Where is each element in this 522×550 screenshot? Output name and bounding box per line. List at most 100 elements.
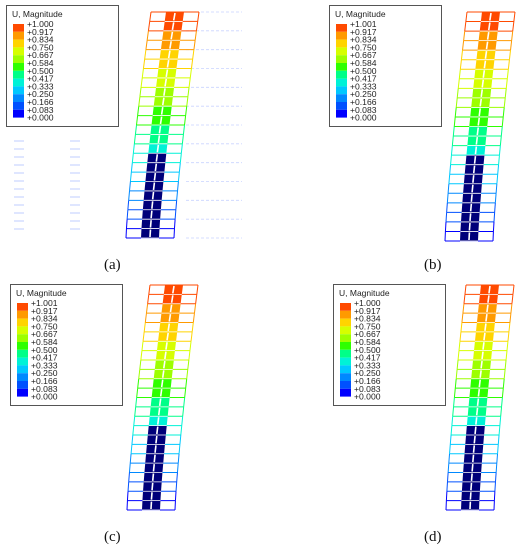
core-opening <box>172 12 176 21</box>
outer-column <box>195 21 199 31</box>
outer-column <box>188 350 191 361</box>
outer-column <box>147 21 151 31</box>
outer-column <box>511 31 514 41</box>
legend-swatch <box>336 39 347 48</box>
core-opening <box>166 332 169 341</box>
legend-value: +0.500 <box>350 66 377 76</box>
outer-column <box>462 40 465 51</box>
legend-value: +0.917 <box>350 27 377 37</box>
outer-column <box>143 322 146 332</box>
core-opening <box>171 22 175 30</box>
caption-d: (d) <box>424 529 442 545</box>
core-opening <box>489 12 492 21</box>
legend-scale: +1.000+0.917+0.834+0.750+0.667+0.584+0.5… <box>13 19 54 123</box>
legend-value: +0.333 <box>27 81 54 91</box>
outer-column <box>197 11 200 22</box>
core-opening <box>164 78 168 87</box>
core-opening <box>488 285 491 294</box>
outer-column <box>508 322 511 332</box>
legend-value: +0.250 <box>354 368 381 378</box>
outer-column <box>176 463 179 473</box>
outer-column <box>173 219 176 229</box>
core-opening <box>469 203 473 212</box>
outer-column <box>448 174 451 184</box>
undeformed-node <box>14 220 24 222</box>
core-opening <box>152 464 156 472</box>
legend-value: +1.000 <box>27 19 54 29</box>
core-opening <box>151 191 155 200</box>
legend-value: +0.417 <box>354 353 381 363</box>
outer-column <box>145 303 149 314</box>
legend-swatch <box>13 47 24 56</box>
core-opening <box>168 314 172 322</box>
outer-column <box>188 77 191 88</box>
outer-column <box>135 397 138 407</box>
undeformed-node <box>70 164 80 166</box>
core-opening <box>154 163 158 172</box>
legend-value: +0.166 <box>31 376 58 386</box>
core-opening <box>474 426 477 435</box>
legend-swatch <box>336 94 347 102</box>
legend-value: +0.166 <box>354 376 381 386</box>
legend-value: +0.000 <box>31 392 58 402</box>
core-opening <box>471 464 474 472</box>
legend-value: +0.166 <box>27 97 54 107</box>
outer-column <box>506 69 509 79</box>
outer-column <box>494 193 497 203</box>
panel-c: U, Magnitude +1.001 +0.917 +0.834 +0.750 +0.… <box>0 275 261 550</box>
core-opening <box>483 60 487 69</box>
legend-swatch <box>17 342 28 350</box>
outer-column <box>445 212 448 222</box>
outer-column <box>510 40 513 51</box>
outer-column <box>451 416 454 426</box>
core-opening <box>159 389 163 397</box>
outer-column <box>464 21 467 32</box>
outer-column <box>445 491 448 501</box>
outer-column <box>147 294 150 304</box>
legend-swatch <box>336 63 347 71</box>
undeformed-node <box>70 212 80 214</box>
deformed-structure <box>445 284 515 511</box>
outer-column <box>447 463 450 473</box>
outer-column <box>447 183 450 194</box>
outer-column <box>446 193 449 203</box>
outer-column <box>130 444 133 454</box>
outer-column <box>449 434 452 445</box>
undeformed-node <box>14 156 24 158</box>
outer-column <box>497 164 500 175</box>
undeformed-node <box>70 180 80 182</box>
outer-column <box>457 350 460 361</box>
outer-column <box>505 78 508 89</box>
outer-column <box>193 40 196 50</box>
outer-column <box>503 97 506 108</box>
outer-column <box>192 49 195 60</box>
outer-column <box>499 135 502 146</box>
outer-column <box>500 126 503 137</box>
outer-column <box>178 162 181 173</box>
legend-value: +0.667 <box>27 50 54 60</box>
outer-column <box>454 378 457 389</box>
legend-swatch <box>13 55 24 63</box>
outer-column <box>494 472 497 482</box>
outer-column <box>136 115 139 126</box>
core-opening <box>154 445 157 453</box>
outer-column <box>176 472 178 482</box>
legend-value: +0.250 <box>27 89 54 99</box>
legend-swatch <box>17 388 28 397</box>
outer-column <box>128 463 131 473</box>
undeformed-node <box>14 204 24 206</box>
outer-column <box>196 284 199 295</box>
outer-column <box>458 341 461 351</box>
legend-swatch <box>340 373 351 381</box>
undeformed-node <box>70 228 80 230</box>
undeformed-node <box>70 220 80 222</box>
legend-value: +0.333 <box>354 360 381 370</box>
legend-value: +0.500 <box>354 345 381 355</box>
outer-column <box>446 472 449 482</box>
outer-column <box>145 40 148 50</box>
legend-value: +0.083 <box>350 105 377 115</box>
legend-value: +0.000 <box>27 113 54 123</box>
outer-column <box>502 107 505 118</box>
legend-a: U, Magnitude +1.000 +0.917 +0.834 +0.750 +0.… <box>6 5 119 127</box>
outer-column <box>453 397 455 407</box>
